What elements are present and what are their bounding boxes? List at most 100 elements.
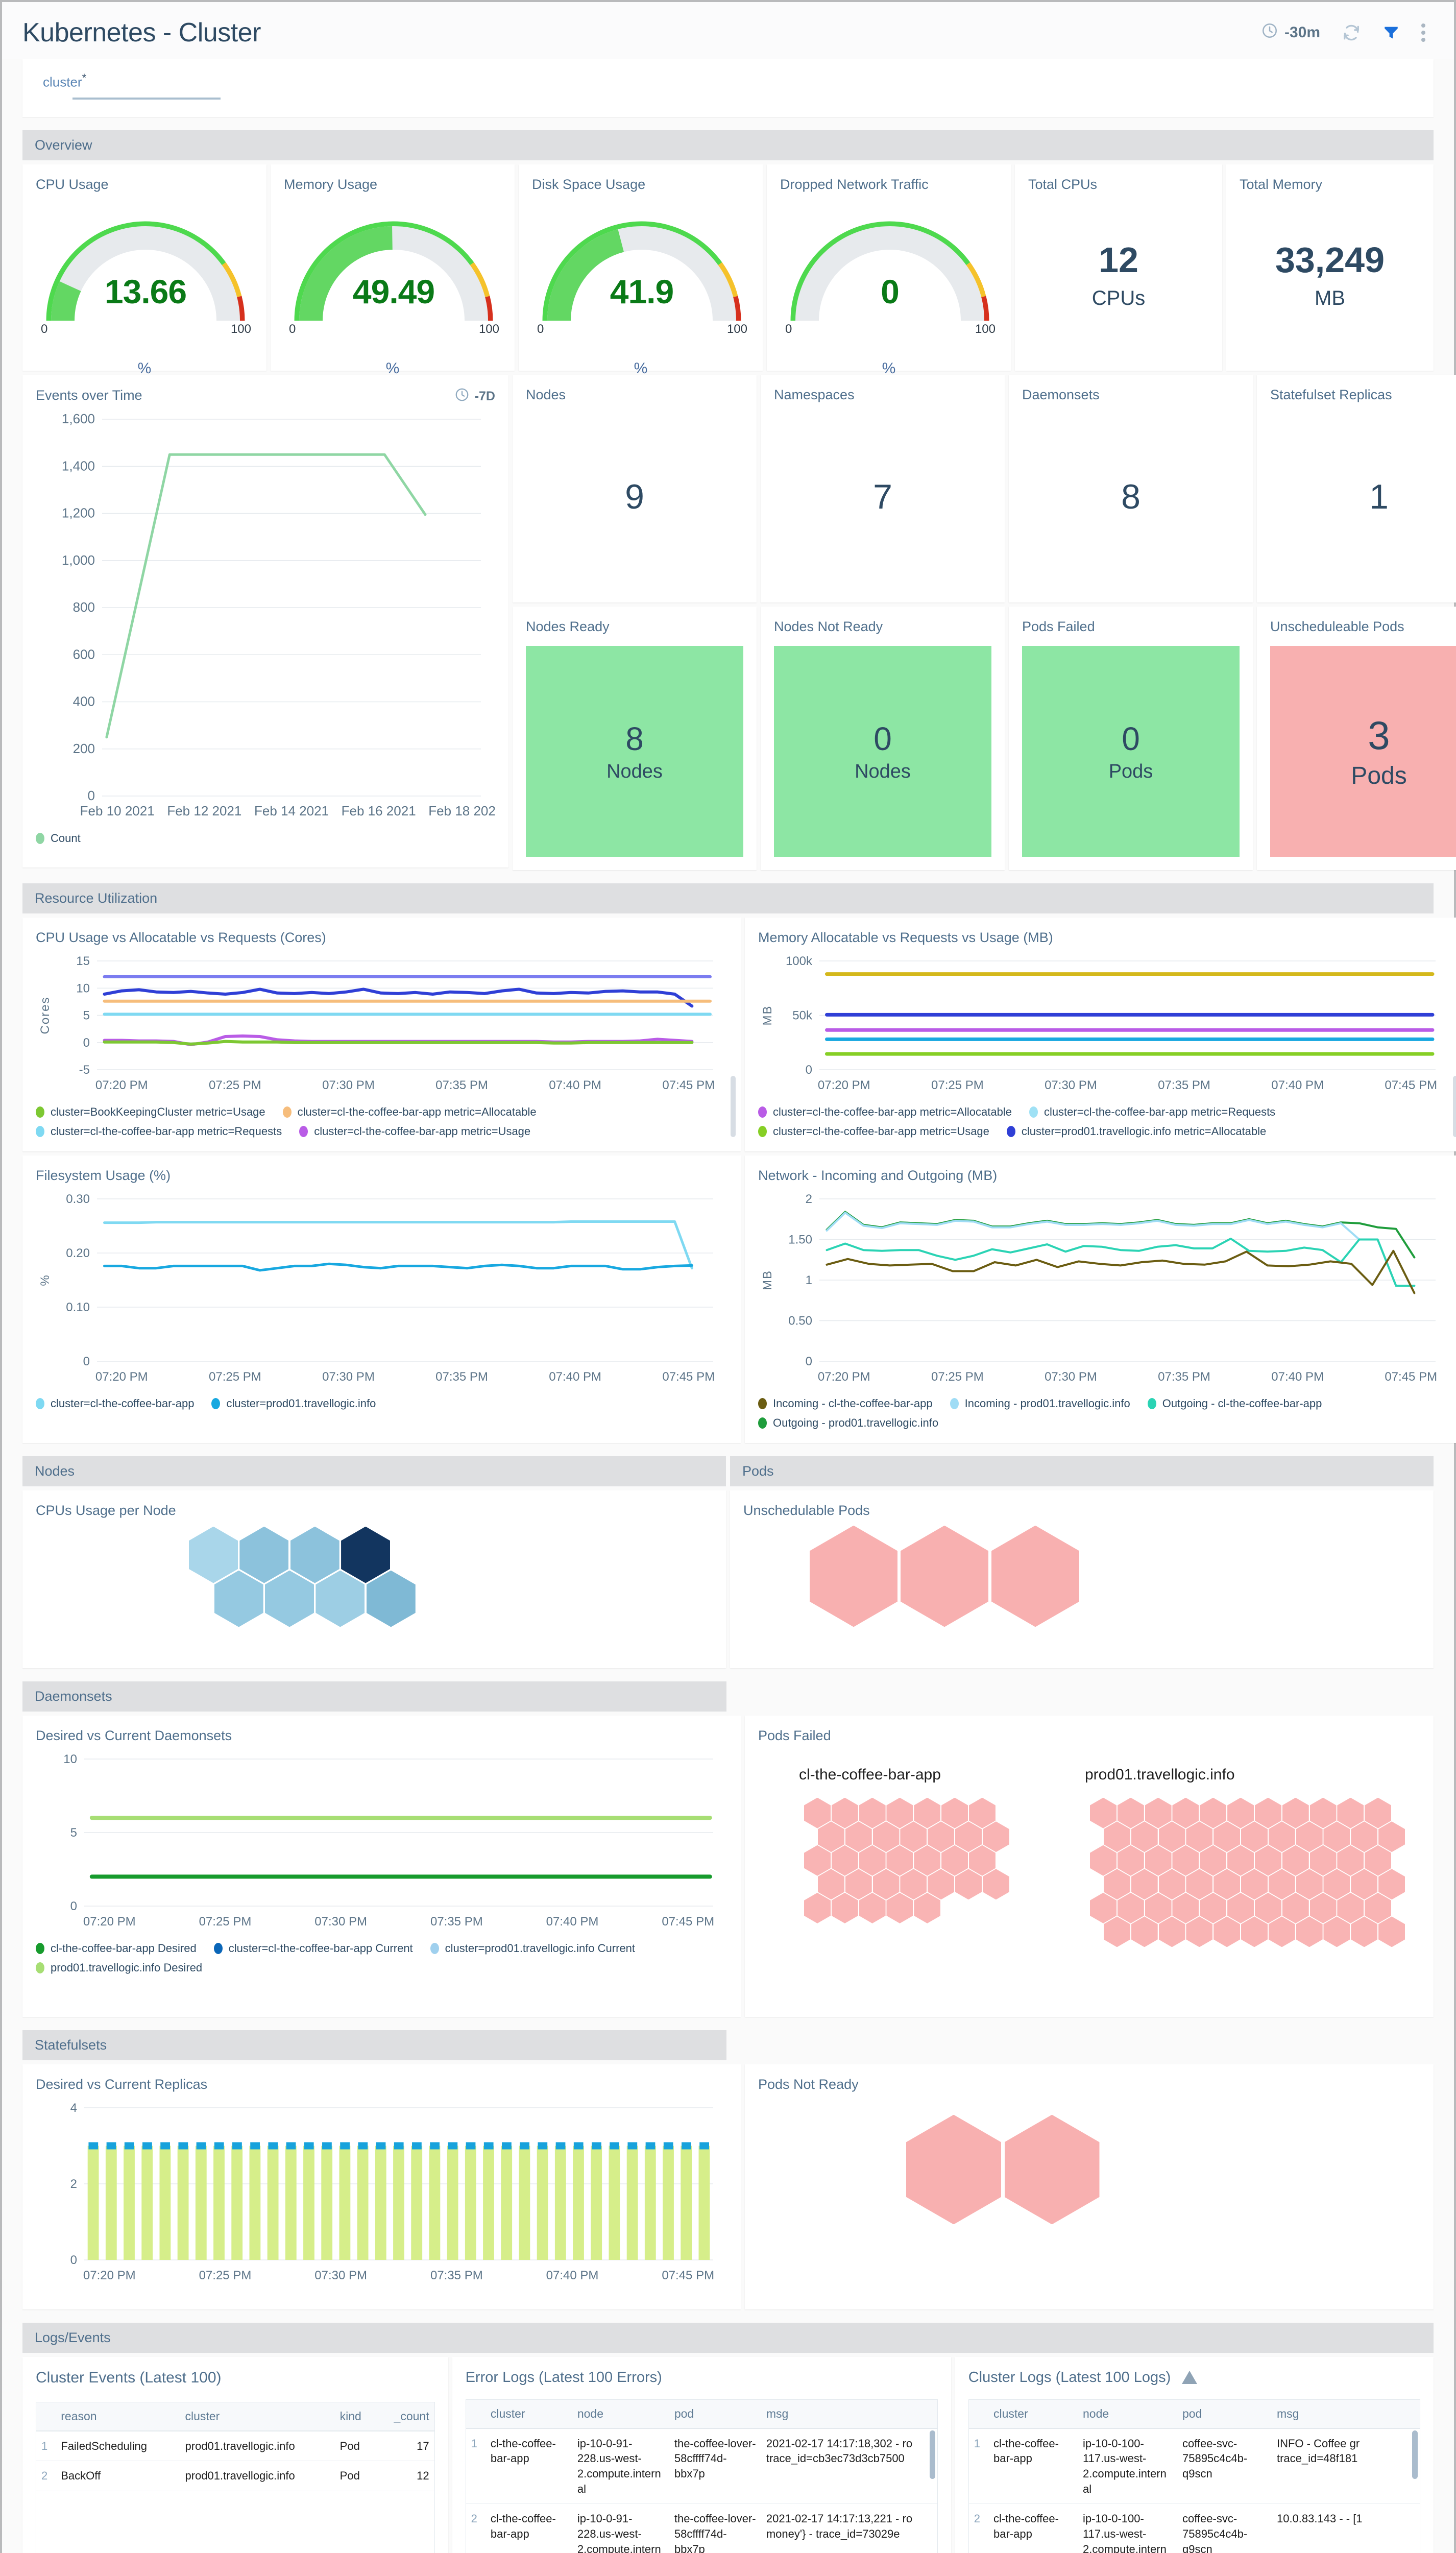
legend-item[interactable]: prod01.travellogic.info Desired — [36, 1961, 202, 1974]
hex-cell[interactable] — [831, 1845, 858, 1876]
hex-cell[interactable] — [1268, 1821, 1295, 1852]
hex-cell[interactable] — [955, 1869, 982, 1900]
hex-cell[interactable] — [982, 1821, 1009, 1852]
hex-cell[interactable] — [1117, 1892, 1144, 1923]
hex-cell[interactable] — [1296, 1821, 1323, 1852]
hex-cell[interactable] — [1365, 1845, 1392, 1876]
legend-item[interactable]: Outgoing - prod01.travellogic.info — [758, 1416, 938, 1430]
hex-cell[interactable] — [1117, 1845, 1144, 1876]
hex-cell[interactable] — [859, 1892, 886, 1923]
table-row[interactable]: 1 cl-the-coffee-bar-app ip-10-0-100-117.us… — [968, 2428, 1420, 2504]
hex-cell[interactable] — [1337, 1892, 1364, 1923]
hex-cell[interactable] — [1296, 1869, 1323, 1900]
hex-cell[interactable] — [1145, 1797, 1172, 1828]
column-header-kind[interactable]: kind — [334, 2402, 376, 2431]
hex-cell[interactable] — [1117, 1797, 1144, 1828]
hex-cell[interactable] — [1103, 1821, 1130, 1852]
column-header-msg[interactable]: msg — [761, 2399, 937, 2429]
hex-cell[interactable] — [900, 1869, 927, 1900]
legend-item[interactable]: cluster=cl-the-coffee-bar-app Current — [213, 1942, 413, 1955]
hex-cell[interactable] — [859, 1797, 886, 1828]
hex-cell[interactable] — [914, 1845, 941, 1876]
hex-cell[interactable] — [265, 1570, 314, 1627]
hex-cell[interactable] — [239, 1526, 289, 1583]
hex-cell[interactable] — [872, 1821, 900, 1852]
hex-cell[interactable] — [1378, 1821, 1405, 1852]
table-row[interactable]: 1 FailedScheduling prod01.travellogic.info… — [36, 2430, 434, 2462]
hex-cell[interactable] — [941, 1797, 968, 1828]
hex-cell[interactable] — [1158, 1916, 1185, 1947]
hex-cell[interactable] — [1351, 1869, 1378, 1900]
hex-cell[interactable] — [1227, 1892, 1254, 1923]
legend-item[interactable]: Incoming - cl-the-coffee-bar-app — [758, 1397, 933, 1410]
hex-cell[interactable] — [366, 1570, 416, 1627]
hex-cell[interactable] — [1241, 1869, 1268, 1900]
hex-cell[interactable] — [1214, 1916, 1241, 1947]
hex-cell[interactable] — [1158, 1821, 1185, 1852]
legend-item[interactable]: cluster=BookKeepingCluster metric=Usage — [36, 1105, 265, 1119]
hex-cell[interactable] — [1186, 1869, 1213, 1900]
table-row[interactable]: 1 cl-the-coffee-bar-app ip-10-0-91-228.us-… — [466, 2428, 937, 2504]
hex-cell[interactable] — [810, 1525, 897, 1627]
column-header-cluster[interactable]: cluster — [180, 2402, 335, 2431]
hex-cell[interactable] — [1200, 1892, 1227, 1923]
column-header-pod[interactable]: pod — [1177, 2399, 1272, 2429]
hex-cell[interactable] — [955, 1821, 982, 1852]
hex-cell[interactable] — [1145, 1845, 1172, 1876]
legend-item[interactable]: cluster=cl-the-coffee-bar-app metric=All… — [282, 1105, 537, 1119]
hex-cell[interactable] — [991, 1525, 1080, 1627]
legend-item[interactable]: cluster=cl-the-coffee-bar-app metric=Usa… — [758, 1125, 989, 1138]
hex-cell[interactable] — [901, 1525, 989, 1627]
hex-cell[interactable] — [1090, 1797, 1117, 1828]
legend-item[interactable]: cluster=prod01.travellogic.info Current — [430, 1942, 635, 1955]
hex-cell[interactable] — [968, 1797, 996, 1828]
hex-cell[interactable] — [1214, 1869, 1241, 1900]
hex-cell[interactable] — [1131, 1869, 1158, 1900]
hex-cell[interactable] — [1309, 1797, 1337, 1828]
cluster-logs-vertical-scrollbar[interactable] — [1412, 2430, 1418, 2479]
hex-cell[interactable] — [1282, 1797, 1309, 1828]
hex-cell[interactable] — [1145, 1892, 1172, 1923]
hex-cell[interactable] — [316, 1570, 365, 1627]
hex-cell[interactable] — [1172, 1892, 1199, 1923]
legend-item[interactable]: cluster=prod01.travellogic.info — [211, 1397, 376, 1410]
hex-cell[interactable] — [872, 1869, 900, 1900]
hex-cell[interactable] — [1365, 1892, 1392, 1923]
hex-cell[interactable] — [1323, 1916, 1350, 1947]
hex-cell[interactable] — [1323, 1869, 1350, 1900]
hex-cell[interactable] — [1227, 1845, 1254, 1876]
hex-cell[interactable] — [831, 1892, 858, 1923]
column-header-count[interactable]: _count — [375, 2402, 434, 2431]
hex-cell[interactable] — [906, 2114, 1001, 2225]
hex-cell[interactable] — [1254, 1892, 1281, 1923]
legend-item[interactable]: cluster=cl-the-coffee-bar-app metric=Req… — [1029, 1105, 1275, 1119]
hex-cell[interactable] — [1268, 1916, 1295, 1947]
hex-cell[interactable] — [1365, 1797, 1392, 1828]
hex-cell[interactable] — [214, 1570, 263, 1627]
column-header-pod[interactable]: pod — [669, 2399, 761, 2429]
hex-cell[interactable] — [1309, 1845, 1337, 1876]
hex-cell[interactable] — [1103, 1916, 1130, 1947]
hex-cell[interactable] — [928, 1821, 955, 1852]
legend-item[interactable]: Incoming - prod01.travellogic.info — [950, 1397, 1130, 1410]
column-header-msg[interactable]: msg — [1271, 2399, 1420, 2429]
hex-cell[interactable] — [1378, 1869, 1405, 1900]
hex-cell[interactable] — [886, 1797, 913, 1828]
table-row[interactable]: 2 BackOff prod01.travellogic.info Pod 12 — [36, 2461, 434, 2492]
hex-cell[interactable] — [968, 1845, 996, 1876]
hex-cell[interactable] — [1254, 1797, 1281, 1828]
hex-cell[interactable] — [886, 1845, 913, 1876]
hex-cell[interactable] — [1172, 1845, 1199, 1876]
hex-cell[interactable] — [290, 1526, 339, 1583]
hex-cell[interactable] — [1227, 1797, 1254, 1828]
hex-cell[interactable] — [1131, 1821, 1158, 1852]
hex-cell[interactable] — [900, 1821, 927, 1852]
legend-item[interactable]: Outgoing - cl-the-coffee-bar-app — [1147, 1397, 1322, 1410]
hex-cell[interactable] — [1323, 1821, 1350, 1852]
legend-item[interactable]: cluster=cl-the-coffee-bar-app metric=All… — [758, 1105, 1012, 1119]
column-header-node[interactable]: node — [572, 2399, 669, 2429]
hex-cell[interactable] — [1158, 1869, 1185, 1900]
legend-item[interactable]: cluster=prod01.travellogic.info metric=A… — [1006, 1125, 1266, 1138]
hex-cell[interactable] — [886, 1892, 913, 1923]
hex-cell[interactable] — [804, 1797, 831, 1828]
